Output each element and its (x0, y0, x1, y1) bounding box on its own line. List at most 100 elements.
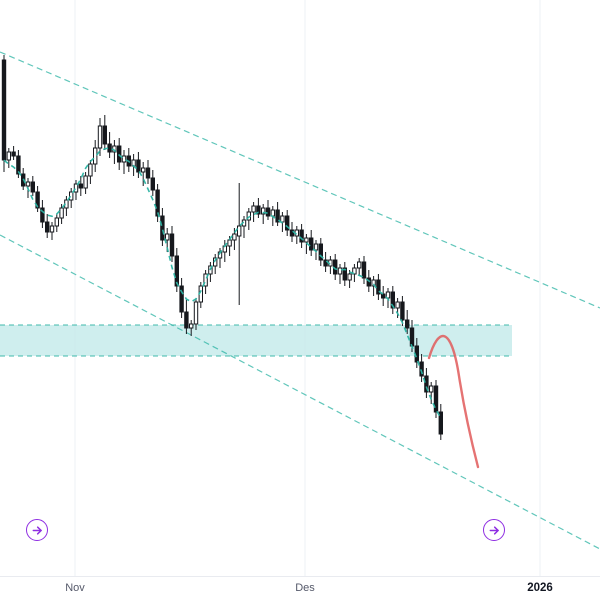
drawing-anchor-button-left[interactable] (26, 519, 48, 541)
candle-body (203, 273, 208, 287)
time-axis[interactable]: Nov Des 2026 (0, 576, 600, 600)
drawing-anchor-button-right[interactable] (483, 519, 505, 541)
candle (237, 183, 242, 305)
candle-body (285, 215, 290, 231)
candle-body (366, 277, 372, 287)
candle-body (59, 207, 64, 219)
candle (93, 140, 98, 172)
candle-body (337, 267, 343, 275)
candle (69, 188, 74, 208)
candle (313, 240, 319, 260)
candle-body (88, 163, 93, 177)
candle (40, 200, 45, 228)
candle-body (174, 255, 180, 287)
candle (11, 146, 16, 160)
candle-body (213, 257, 218, 267)
candle (265, 200, 271, 220)
support-band (0, 324, 512, 357)
candle-body (275, 209, 280, 223)
candle-body (433, 385, 439, 413)
candle-body (150, 177, 156, 191)
candle (73, 180, 79, 200)
candle (433, 380, 439, 418)
candle (145, 160, 151, 184)
candle-body (390, 291, 396, 309)
candle-body (304, 237, 309, 243)
candle (256, 198, 261, 218)
candle (64, 196, 69, 216)
candle (304, 234, 309, 254)
candle (150, 170, 156, 196)
candle-body (40, 207, 45, 223)
candle-body (189, 323, 194, 329)
candle-body (155, 189, 160, 217)
candle (203, 270, 208, 294)
candle (337, 264, 343, 284)
candle (49, 222, 55, 240)
candle-body (49, 225, 55, 233)
candle-body (381, 293, 386, 299)
candle-body (376, 279, 381, 295)
candle (347, 270, 352, 288)
candle-body (309, 237, 314, 251)
candle-body (237, 225, 242, 237)
candle (78, 176, 83, 196)
candle-body (227, 239, 232, 247)
candle (323, 252, 328, 272)
candle-body (78, 183, 83, 189)
candle (1, 55, 7, 172)
candle (251, 202, 256, 222)
projection-curve (427, 335, 480, 469)
candle (294, 226, 300, 244)
candle-body (107, 143, 112, 153)
candle-body (83, 175, 88, 189)
candle-body (145, 167, 151, 179)
candle-body (318, 243, 324, 261)
candle-body (256, 205, 261, 215)
candle (261, 204, 266, 224)
candle (246, 208, 252, 230)
candle-body (69, 191, 74, 201)
candle (160, 208, 165, 246)
candle (169, 226, 175, 262)
candle-body (395, 301, 400, 309)
candle (121, 150, 127, 174)
candle (419, 354, 424, 382)
candle-body (16, 155, 21, 175)
candle-body (251, 205, 256, 213)
candle (174, 248, 180, 292)
candle (16, 150, 21, 178)
candle (241, 216, 247, 238)
candle-body (193, 301, 199, 325)
candle (83, 172, 88, 194)
candle-body (424, 375, 429, 393)
candle-body (73, 183, 79, 193)
candle-body (409, 327, 415, 347)
candle-body (136, 159, 141, 173)
candle (299, 224, 304, 248)
candle (357, 258, 362, 276)
candle-body (102, 125, 107, 145)
candle (309, 230, 314, 256)
candle (390, 286, 396, 314)
candle (198, 282, 204, 308)
candle-body (121, 155, 127, 163)
arrow-right-icon (32, 525, 42, 535)
candle-body (419, 361, 424, 377)
candle (30, 176, 36, 196)
candle (438, 404, 444, 440)
candlestick-chart[interactable] (0, 0, 600, 576)
axis-label-nov: Nov (65, 582, 85, 594)
candle-body (30, 181, 36, 193)
axis-label-des: Des (295, 582, 315, 594)
candle-body (246, 211, 252, 221)
candle-body (357, 261, 362, 269)
candle-body (347, 273, 352, 281)
candle-body (361, 261, 367, 279)
candle-body (280, 215, 285, 223)
candle (405, 310, 410, 334)
candle (112, 140, 117, 164)
candle (376, 274, 381, 300)
candle (155, 184, 160, 222)
